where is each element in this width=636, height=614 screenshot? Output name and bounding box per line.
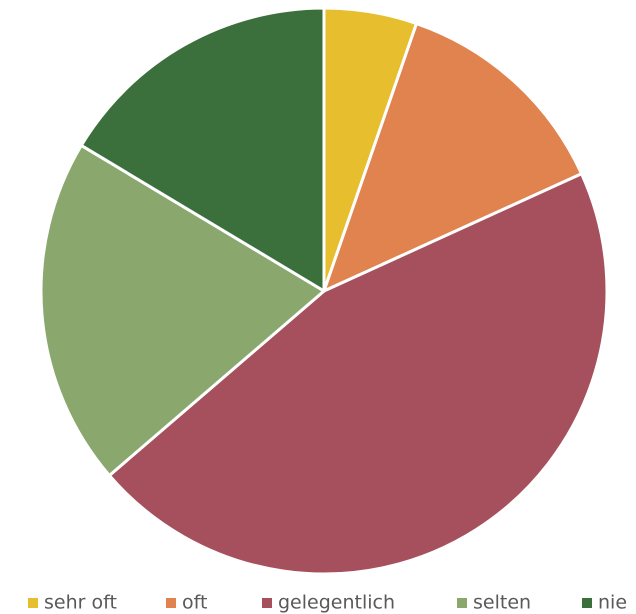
pie-slice <box>39 143 326 477</box>
legend-swatch <box>457 598 467 608</box>
legend-label: nie <box>598 592 627 614</box>
pie-slice <box>322 22 584 293</box>
pie-slice <box>79 6 326 293</box>
legend-swatch <box>28 598 38 608</box>
legend-swatch <box>262 598 272 608</box>
legend-label: oft <box>182 592 207 614</box>
pie-slice <box>107 172 609 576</box>
legend-swatch <box>582 598 592 608</box>
legend-label: gelegentlich <box>278 592 395 614</box>
legend-label: sehr oft <box>44 592 117 614</box>
legend-swatch <box>166 598 176 608</box>
legend-label: selten <box>473 592 531 614</box>
